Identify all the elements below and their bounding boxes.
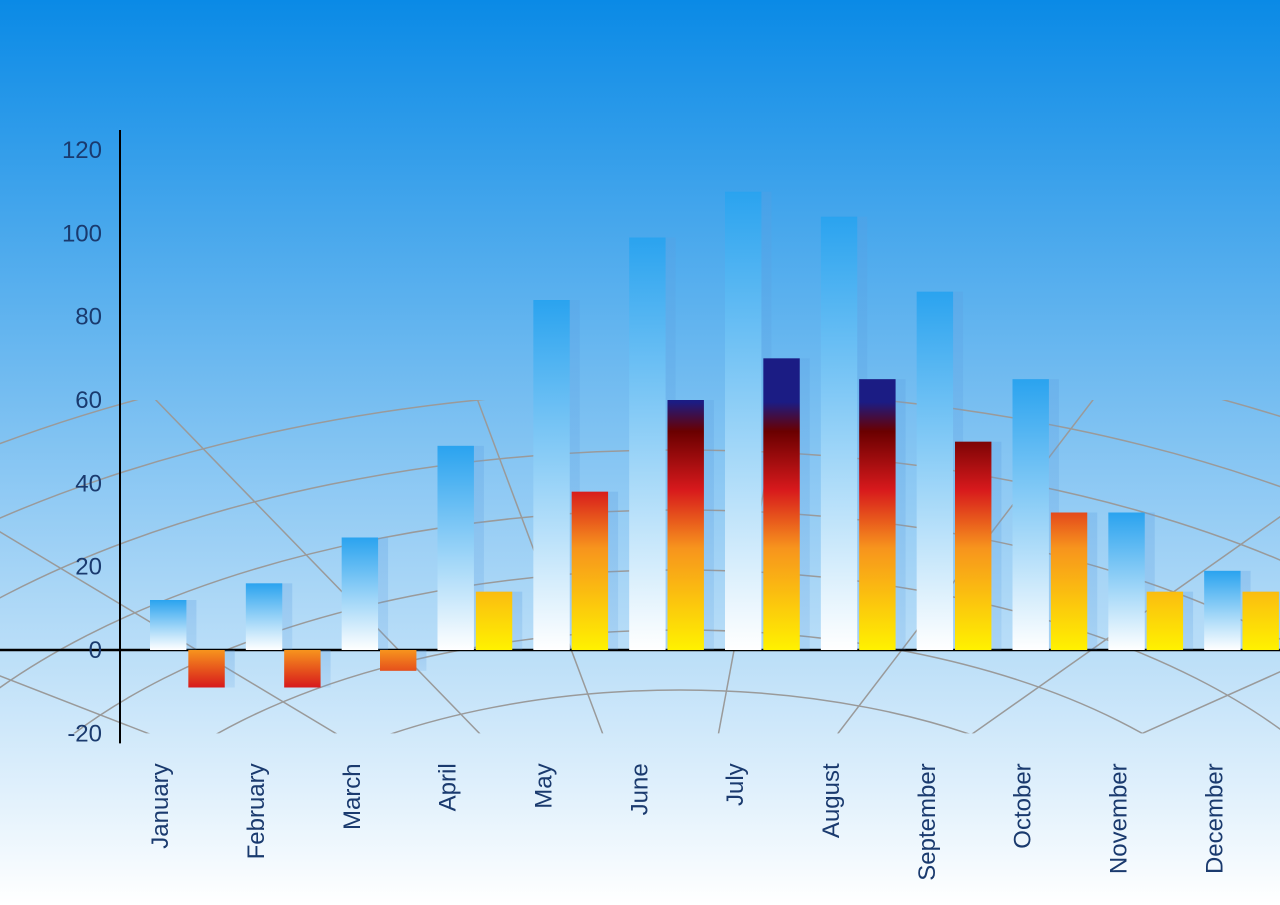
bar-series2: 70 — [763, 358, 799, 650]
bar-series2: 38 — [572, 492, 608, 650]
bar-series1: 19 — [1204, 571, 1240, 650]
x-tick-label: September — [914, 763, 941, 880]
x-tick-label: January — [147, 763, 174, 848]
bar-series1: 84 — [533, 300, 569, 650]
chart-container: -2002040608010012012-916-927-54914843899… — [0, 0, 1280, 905]
y-tick-label: 0 — [89, 637, 102, 664]
x-tick-label: December — [1201, 763, 1228, 874]
bar-series2: 14 — [1243, 592, 1279, 650]
x-tick-label: July — [722, 763, 749, 806]
bar-series2: 65 — [859, 379, 895, 650]
bar-series2: 60 — [668, 400, 704, 650]
bar-series1: 27 — [342, 538, 378, 651]
y-tick-label: 80 — [75, 304, 102, 331]
bar-series2: 33 — [1051, 513, 1087, 651]
bar-series1: 33 — [1108, 513, 1144, 651]
x-tick-label: August — [818, 763, 845, 838]
x-tick-label: March — [339, 763, 366, 830]
x-tick-label: April — [435, 763, 462, 811]
y-tick-label: 20 — [75, 554, 102, 581]
bar-series1: 16 — [246, 583, 282, 650]
bar-series1: 12 — [150, 600, 186, 650]
x-tick-label: November — [1106, 763, 1133, 874]
bar-series1: 99 — [629, 238, 665, 651]
bar-series1: 86 — [917, 292, 953, 650]
y-tick-label: 40 — [75, 470, 102, 497]
bar-series1: 104 — [821, 217, 857, 650]
x-tick-label: October — [1010, 763, 1037, 848]
x-tick-label: February — [243, 763, 270, 859]
bar-series2: -9 — [188, 650, 224, 688]
bar-series2: -5 — [380, 650, 416, 671]
bar-series2: 50 — [955, 442, 991, 650]
bar-series2: 14 — [476, 592, 512, 650]
bar-series2: -9 — [284, 650, 320, 688]
y-tick-label: 100 — [62, 220, 102, 247]
y-tick-label: 60 — [75, 387, 102, 414]
y-tick-label: 120 — [62, 137, 102, 164]
bar-series2: 14 — [1147, 592, 1183, 650]
bar-series1: 49 — [438, 446, 474, 650]
bar-series1: 110 — [725, 192, 761, 650]
x-tick-label: May — [531, 763, 558, 808]
x-tick-label: June — [626, 763, 653, 815]
bar-series1: 65 — [1013, 379, 1049, 650]
y-tick-label: -20 — [67, 720, 102, 747]
